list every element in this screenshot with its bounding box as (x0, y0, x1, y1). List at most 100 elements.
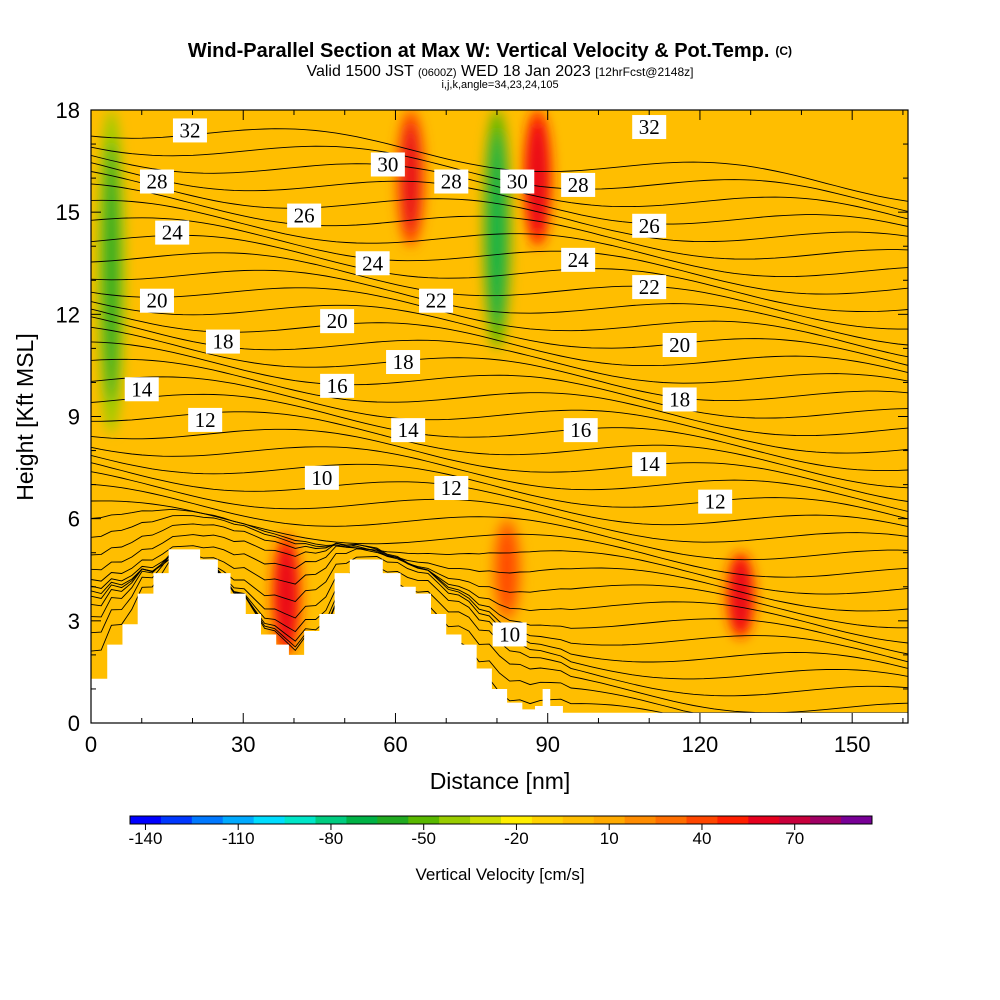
contour-label: 28 (568, 173, 589, 197)
y-tick-label: 9 (68, 405, 80, 430)
contour-label: 22 (639, 275, 660, 299)
y-axis: 0 3 6 9 12 15 18 (56, 98, 908, 736)
theta-contour-line (91, 154, 908, 220)
colorbar-swatch (346, 816, 378, 824)
colorbar-swatch (315, 816, 347, 824)
theta-contour-line (91, 341, 908, 419)
theta-contour-line (91, 544, 908, 655)
x-tick-label: 150 (834, 732, 871, 757)
colorbar-tick-label: -80 (319, 829, 344, 848)
theta-contour-line (91, 523, 908, 629)
contour-label-box (632, 115, 667, 140)
theta-contour-line (91, 393, 908, 472)
theta-contour-line (91, 376, 908, 454)
y-tick-label: 18 (56, 98, 80, 123)
theta-contour-line (91, 483, 908, 561)
subtitle-fcst: [12hrFcst@2148z] (595, 65, 693, 79)
theta-contour-line (91, 326, 908, 402)
contour-label: 20 (669, 333, 690, 357)
contour-label: 14 (131, 377, 153, 401)
velocity-field (97, 110, 755, 655)
contour-label-box (563, 418, 598, 443)
theta-contour-line (91, 548, 908, 663)
theta-contour-labels: 32 28 24 20 14 12 18 26 20 16 10 30 24 18 14 28 22 12 30 10… (124, 115, 733, 647)
contour-label: 12 (195, 408, 216, 432)
contour-label-box (492, 622, 527, 647)
colorbar-tick-label: 40 (692, 829, 711, 848)
contour-label: 12 (705, 490, 726, 514)
colorbar-swatch (655, 816, 687, 824)
contour-label: 18 (212, 330, 233, 354)
theta-contour-line (91, 217, 908, 295)
contour-label-box (632, 275, 667, 300)
contour-label: 28 (146, 170, 167, 194)
theta-contour-line (91, 358, 908, 437)
contour-label-box (155, 220, 190, 245)
velocity-core (402, 123, 419, 233)
subtitle-valid: Valid 1500 JST (306, 63, 414, 80)
colorbar-tick-label: 70 (785, 829, 804, 848)
contour-label: 16 (327, 374, 348, 398)
contour-label: 10 (311, 466, 332, 490)
plot-area: 32 28 24 20 14 12 18 26 20 16 10 30 24 18 14 28 22 12 30 10… (91, 110, 908, 723)
chart-title: Wind-Parallel Section at Max W: Vertical… (188, 40, 792, 62)
x-tick-label: 0 (85, 732, 97, 757)
contour-label-box (188, 407, 223, 432)
colorbar-swatch (377, 816, 409, 824)
contour-label-box (139, 288, 174, 313)
x-axis: 0 30 60 90 120 150 (85, 110, 904, 757)
colorbar-swatch (686, 816, 718, 824)
theta-contour-line (91, 500, 908, 578)
contour-label-box (139, 169, 174, 194)
theta-contour-line (91, 252, 908, 330)
colorbar-frame (129, 815, 873, 825)
theta-contour-line (91, 171, 908, 243)
theta-contour-line (91, 515, 908, 612)
x-tick-label: 120 (682, 732, 719, 757)
colorbar-tick-label: -50 (411, 829, 436, 848)
theta-contour-line (91, 446, 908, 512)
y-tick-label: 12 (56, 302, 80, 327)
contour-label-box (370, 152, 405, 177)
theta-contour-line (91, 454, 908, 520)
colorbar-swatch (810, 816, 842, 824)
contour-label-box (632, 452, 667, 477)
contour-label: 22 (426, 289, 447, 313)
contour-label: 16 (570, 418, 591, 442)
contour-label: 24 (362, 251, 384, 275)
contour-label-box (698, 489, 733, 514)
subtitle-zulu: (0600Z) (418, 67, 457, 79)
colorbar-swatch (439, 816, 471, 824)
contour-label: 26 (639, 214, 660, 238)
contour-label-box (434, 476, 469, 501)
x-tick-label: 90 (535, 732, 559, 757)
contour-label-box (662, 332, 697, 357)
colorbar-tick-label: -20 (504, 829, 529, 848)
contour-label: 24 (568, 248, 590, 272)
colorbar-swatch (593, 816, 626, 824)
theta-contour-line (91, 162, 908, 227)
contour-label-box (205, 329, 240, 354)
theta-contour-line (91, 287, 908, 358)
theta-contour-line (91, 199, 908, 278)
velocity-core (103, 142, 119, 402)
contour-label: 18 (669, 387, 690, 411)
subtitle-date: WED 18 Jan 2023 (461, 63, 591, 80)
colorbar-swatch (160, 816, 193, 824)
contour-label-box (434, 169, 469, 194)
y-tick-label: 0 (68, 711, 80, 736)
colorbar-tick-label: 10 (600, 829, 619, 848)
chart-title-mark: (C) (775, 44, 792, 58)
theta-contour-line (91, 145, 908, 212)
contour-label: 20 (327, 309, 348, 333)
contour-label-box (632, 213, 667, 238)
theta-contour-line (91, 534, 908, 644)
velocity-core (278, 547, 295, 643)
contour-label: 14 (639, 452, 661, 476)
x-tick-label: 30 (231, 732, 255, 757)
colorbar-swatch (841, 816, 873, 824)
velocity-core (732, 561, 749, 630)
velocity-core (499, 528, 515, 611)
terrain-mask (91, 549, 908, 723)
